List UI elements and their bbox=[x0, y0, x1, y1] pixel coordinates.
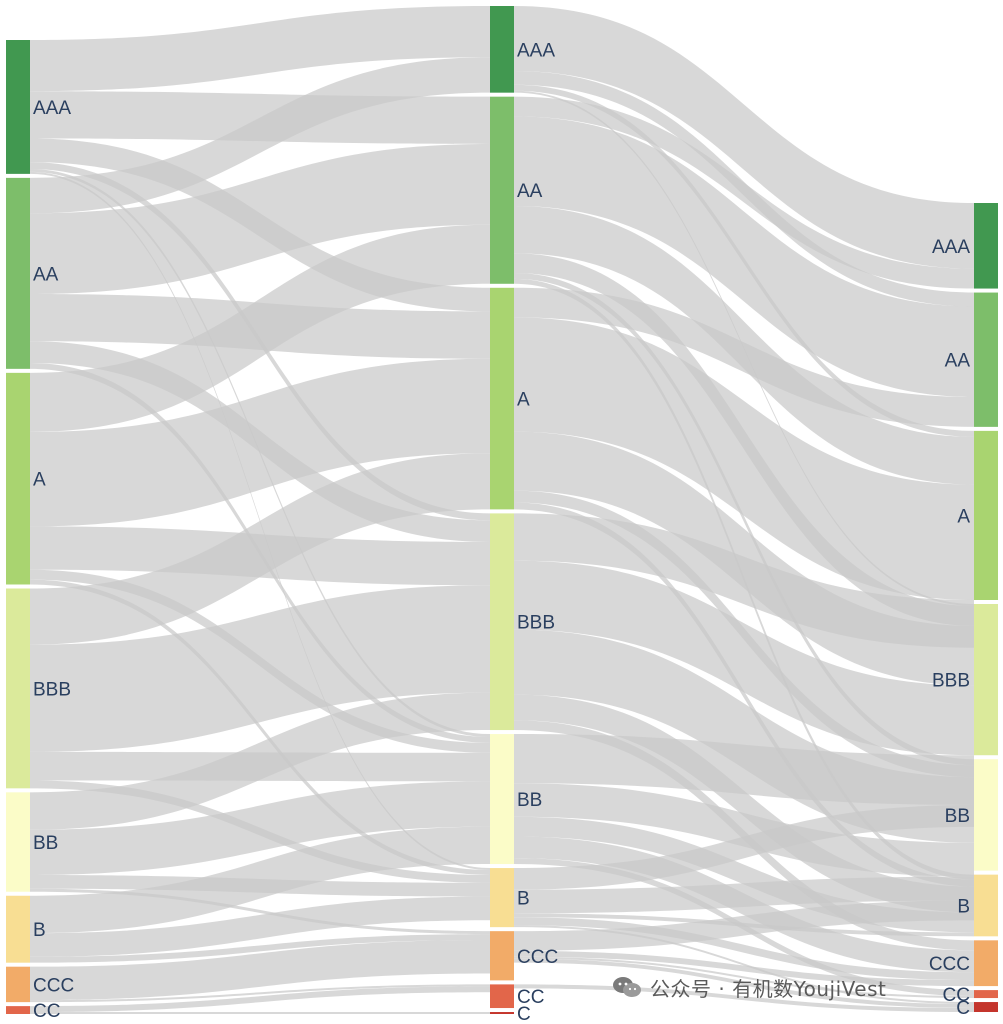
node-2-AA bbox=[974, 292, 998, 427]
node-label-0-BBB: BBB bbox=[33, 679, 71, 700]
link-0-CC-to-CC bbox=[30, 986, 490, 1013]
node-2-BBB bbox=[974, 603, 998, 756]
node-label-0-AA: AA bbox=[33, 264, 59, 285]
node-2-B bbox=[974, 874, 998, 937]
node-label-0-CC: CC bbox=[33, 1001, 60, 1022]
node-0-CC bbox=[6, 1006, 30, 1014]
link-0-B-to-B bbox=[30, 896, 490, 957]
node-label-2-BB: BB bbox=[945, 806, 970, 827]
node-label-1-BB: BB bbox=[517, 790, 542, 811]
node-label-1-A: A bbox=[517, 390, 530, 411]
node-label-0-A: A bbox=[33, 470, 46, 491]
link-0-AA-to-AAA bbox=[30, 57, 490, 214]
node-label-2-CC: CC bbox=[943, 985, 970, 1006]
node-2-A bbox=[974, 430, 998, 600]
node-2-CC bbox=[974, 990, 998, 999]
node-label-1-C: C bbox=[517, 1004, 531, 1024]
node-label-2-AA: AA bbox=[945, 351, 971, 372]
node-1-CC bbox=[490, 984, 514, 1009]
link-1-CCC-to-BB bbox=[514, 900, 974, 951]
node-2-AAA bbox=[974, 203, 998, 289]
node-2-CCC bbox=[974, 940, 998, 987]
link-0-AAA-to-AAA bbox=[30, 6, 490, 92]
link-1-A-to-B bbox=[514, 502, 974, 887]
link-1-CC-to-C bbox=[514, 984, 974, 1012]
node-0-AAA bbox=[6, 40, 30, 174]
watermark-text: 公众号 · 有机数YoujiVest bbox=[650, 976, 887, 1001]
link-0-CCC-to-CC bbox=[30, 984, 490, 1003]
node-0-AA bbox=[6, 177, 30, 369]
node-label-2-A: A bbox=[957, 506, 970, 527]
link-0-B-to-CCC bbox=[30, 934, 490, 963]
link-1-BB-to-BBB bbox=[514, 734, 974, 805]
node-1-BB bbox=[490, 734, 514, 865]
node-0-CCC bbox=[6, 966, 30, 1003]
node-label-2-CCC: CCC bbox=[929, 954, 970, 975]
link-1-CCC-to-CCC bbox=[514, 950, 974, 987]
node-label-0-CCC: CCC bbox=[33, 975, 74, 996]
node-1-B bbox=[490, 868, 514, 928]
link-0-A-to-B bbox=[30, 579, 490, 875]
link-0-A-to-A bbox=[30, 358, 490, 527]
node-label-0-B: B bbox=[33, 920, 46, 941]
node-1-A bbox=[490, 287, 514, 510]
link-1-B-to-BB bbox=[514, 876, 974, 914]
link-1-CCC-to-CC bbox=[514, 956, 974, 999]
link-0-BBB-to-BBB bbox=[30, 585, 490, 752]
link-1-A-to-A bbox=[514, 317, 974, 600]
link-1-AA-to-BB bbox=[514, 272, 974, 766]
node-label-2-C: C bbox=[956, 998, 970, 1019]
link-0-B-to-BB bbox=[30, 826, 490, 934]
node-1-BBB bbox=[490, 513, 514, 731]
link-0-BB-to-BB bbox=[30, 781, 490, 876]
node-0-BBB bbox=[6, 588, 30, 789]
node-label-1-BBB: BBB bbox=[517, 613, 555, 634]
node-label-1-CC: CC bbox=[517, 987, 544, 1008]
node-label-1-AAA: AAA bbox=[517, 40, 555, 61]
node-1-AAA bbox=[490, 6, 514, 93]
node-label-1-B: B bbox=[517, 889, 530, 910]
link-1-B-to-BBB bbox=[514, 804, 974, 890]
link-1-BB-to-B bbox=[514, 816, 974, 933]
node-label-1-CCC: CCC bbox=[517, 947, 558, 968]
sankey-nodes bbox=[6, 6, 998, 1014]
node-2-C bbox=[974, 1002, 998, 1012]
link-0-BB-to-BBB bbox=[30, 692, 490, 830]
node-1-AA bbox=[490, 96, 514, 284]
node-0-BB bbox=[6, 792, 30, 892]
sankey-links bbox=[30, 6, 974, 1014]
node-label-1-AA: AA bbox=[517, 181, 543, 202]
sankey-labels: AAAAAABBBBBBCCCCCAAAAAABBBBBBCCCCCCAAAAA… bbox=[33, 40, 970, 1024]
watermark: 公众号 · 有机数YoujiVest bbox=[612, 970, 886, 1004]
link-0-BBB-to-A bbox=[30, 453, 490, 645]
link-0-AA-to-AA bbox=[30, 143, 490, 295]
node-2-BB bbox=[974, 759, 998, 871]
node-1-C bbox=[490, 1012, 514, 1014]
link-1-AA-to-AA bbox=[514, 116, 974, 398]
link-1-CCC-to-C bbox=[514, 958, 974, 1009]
link-1-B-to-CCC bbox=[514, 917, 974, 981]
link-1-B-to-C bbox=[514, 925, 974, 1005]
link-1-BB-to-BB bbox=[514, 783, 974, 877]
link-1-AA-to-AAA bbox=[514, 96, 974, 289]
node-0-B bbox=[6, 895, 30, 963]
link-0-A-to-AA bbox=[30, 224, 490, 432]
node-0-A bbox=[6, 372, 30, 585]
link-1-BBB-to-BBB bbox=[514, 560, 974, 756]
node-label-0-BB: BB bbox=[33, 833, 58, 854]
node-label-2-B: B bbox=[957, 896, 970, 917]
link-0-CCC-to-CCC bbox=[30, 940, 490, 1001]
node-label-2-AAA: AAA bbox=[932, 237, 970, 258]
link-0-CC-to-C bbox=[30, 1012, 490, 1014]
link-0-BB-to-CCC bbox=[30, 888, 490, 935]
wechat-icon bbox=[612, 975, 642, 999]
link-1-AAA-to-AAA bbox=[514, 6, 974, 269]
node-label-0-AAA: AAA bbox=[33, 98, 71, 119]
link-1-BBB-to-A bbox=[514, 513, 974, 648]
node-label-2-BBB: BBB bbox=[932, 671, 970, 692]
link-1-BBB-to-B bbox=[514, 694, 974, 913]
node-1-CCC bbox=[490, 931, 514, 981]
link-1-A-to-AA bbox=[514, 287, 974, 427]
